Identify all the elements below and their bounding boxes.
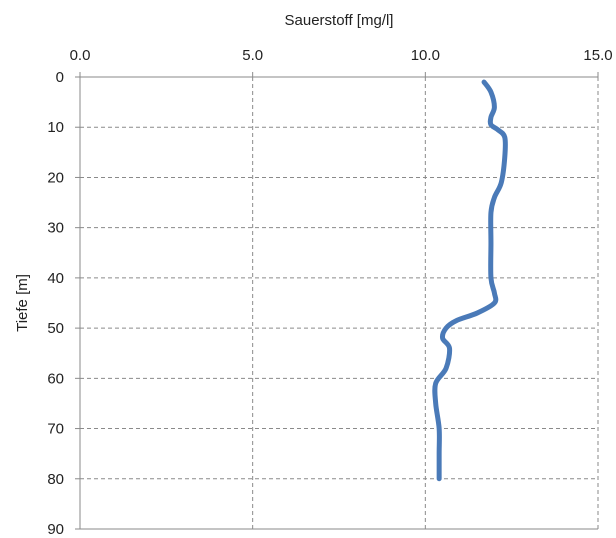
y-tick-label: 40 (47, 270, 64, 287)
y-tick-label: 60 (47, 370, 64, 387)
x-axis-title: Sauerstoff [mg/l] (285, 12, 394, 29)
y-tick-label: 70 (47, 421, 64, 438)
y-tick-label: 0 (56, 69, 64, 86)
x-tick-label: 0.0 (70, 47, 91, 64)
grid (80, 77, 599, 529)
x-tick-label: 10.0 (411, 47, 440, 64)
y-tick-label: 20 (47, 169, 64, 186)
y-tick-label: 90 (47, 521, 64, 538)
y-tick-label: 80 (47, 471, 64, 488)
y-axis-title: Tiefe [m] (14, 274, 31, 332)
x-tick-label: 5.0 (242, 47, 263, 64)
y-tick-label: 30 (47, 220, 64, 237)
series-line-0 (432, 79, 508, 482)
y-tick-label: 50 (47, 320, 64, 337)
axes (75, 72, 599, 530)
tick-labels: 0.0 5.0 10.0 15.0 0 10 20 30 40 50 60 70 80 90 (47, 47, 612, 538)
y-tick-label: 10 (47, 119, 64, 136)
x-tick-label: 15.0 (583, 47, 612, 64)
plot-series (432, 79, 508, 482)
